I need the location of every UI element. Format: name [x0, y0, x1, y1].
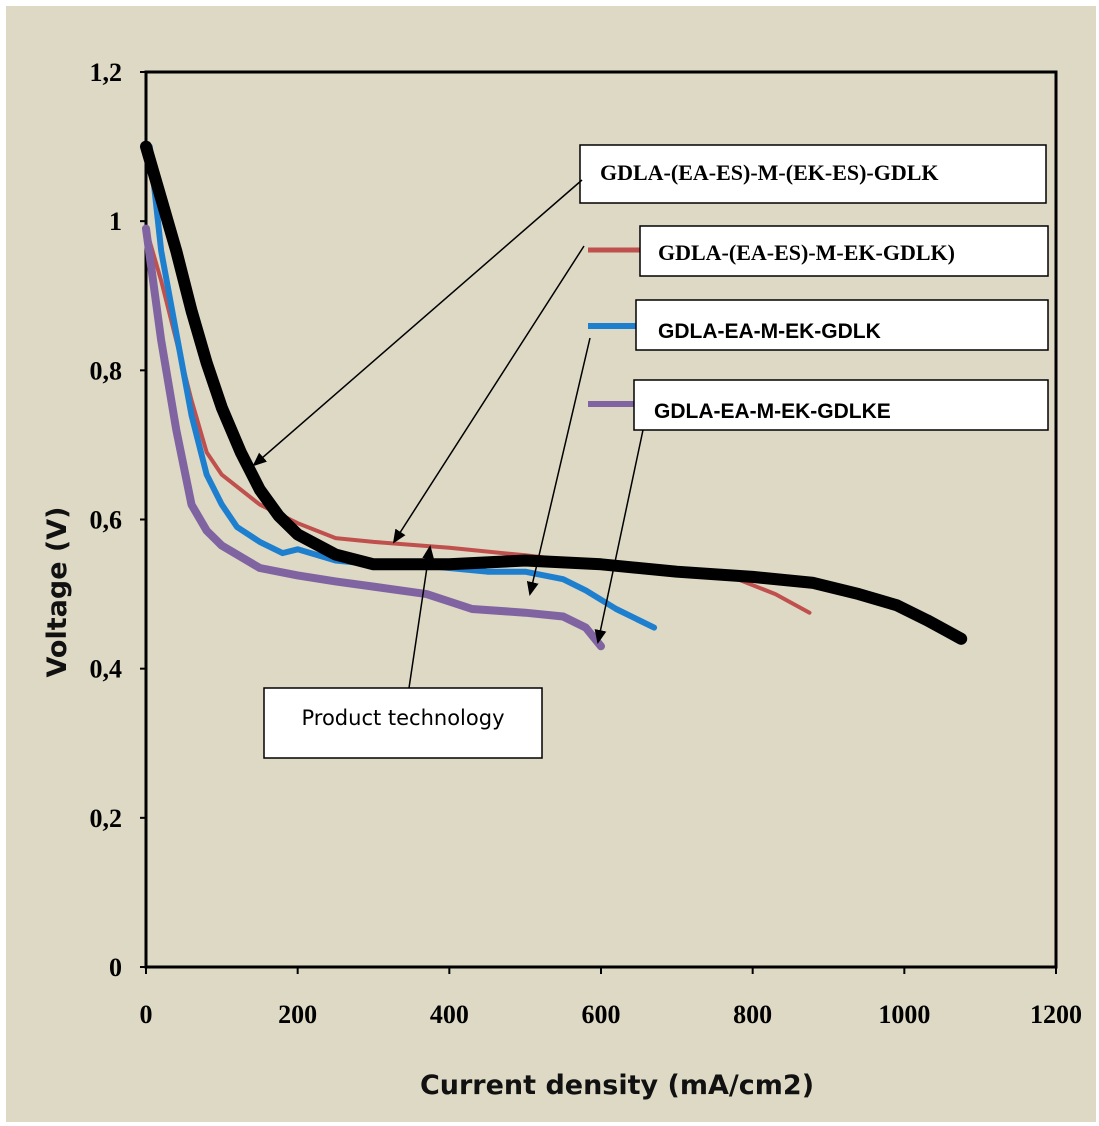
arrow-product-technology — [408, 545, 435, 689]
annotation-product-technology: Product technology — [263, 687, 543, 759]
product-technology-label: Product technology — [301, 706, 504, 730]
arrow-purple-series — [594, 429, 644, 644]
x-tick-label: 1000 — [878, 1000, 930, 1029]
y-tick-label: 1,2 — [90, 58, 123, 87]
annotation-black-series: GDLA-(EA-ES)-M-(EK-ES)-GDLK — [579, 144, 1047, 204]
arrow-red-series — [392, 245, 585, 544]
annotation-black-label: GDLA-(EA-ES)-M-(EK-ES)-GDLK — [600, 160, 939, 185]
series-line-4 — [140, 140, 968, 645]
arrow-blue-series — [526, 337, 591, 596]
annotation-purple-label: GDLA-EA-M-EK-GDLKE — [654, 400, 891, 423]
x-axis-ticks: 0 200 400 600 800 1000 1200 — [140, 967, 1082, 1029]
y-tick-label: 0,8 — [90, 356, 123, 385]
arrow-black-series — [252, 179, 583, 467]
x-tick-label: 800 — [733, 1000, 772, 1029]
y-tick-label: 1 — [109, 207, 122, 236]
annotation-red-label: GDLA-(EA-ES)-M-EK-GDLK) — [658, 240, 955, 265]
y-tick-label: 0 — [109, 953, 122, 982]
annotation-red-series: GDLA-(EA-ES)-M-EK-GDLK) — [639, 225, 1049, 277]
y-tick-label: 0,4 — [90, 655, 123, 684]
y-axis-ticks: 0 0,2 0,4 0,6 0,8 1 1,2 — [90, 58, 146, 982]
x-axis-title: Current density (mA/cm2) — [420, 1070, 814, 1101]
y-tick-label: 0,2 — [90, 804, 123, 833]
x-tick-label: 0 — [140, 1000, 153, 1029]
x-tick-label: 600 — [582, 1000, 621, 1029]
x-tick-label: 200 — [278, 1000, 317, 1029]
series-line-3 — [142, 224, 605, 651]
series-line-2 — [146, 143, 658, 631]
annotation-blue-series: GDLA-EA-M-EK-GDLK — [635, 299, 1049, 351]
x-tick-label: 400 — [430, 1000, 469, 1029]
series-lines — [140, 140, 968, 651]
y-axis-title: Voltage (V) — [42, 507, 73, 678]
annotation-purple-series: GDLA-EA-M-EK-GDLKE — [633, 379, 1049, 431]
annotation-blue-label: GDLA-EA-M-EK-GDLK — [658, 320, 881, 343]
x-tick-label: 1200 — [1030, 1000, 1082, 1029]
y-tick-label: 0,6 — [90, 506, 123, 535]
